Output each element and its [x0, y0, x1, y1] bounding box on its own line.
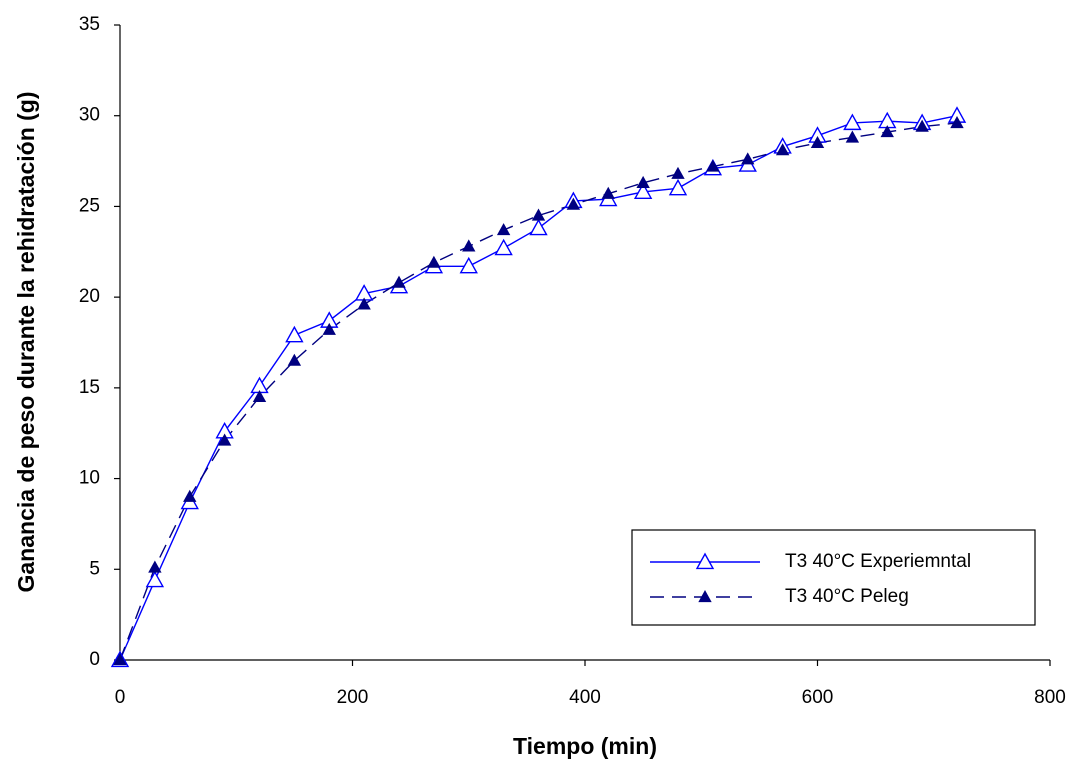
marker — [673, 168, 684, 178]
legend-box — [632, 530, 1035, 625]
legend-label: T3 40°C Peleg — [785, 586, 909, 607]
marker — [847, 132, 858, 142]
x-tick-label: 600 — [802, 687, 834, 708]
x-tick-label: 400 — [569, 687, 601, 708]
y-tick-label: 15 — [79, 377, 100, 398]
marker — [286, 327, 302, 341]
marker — [496, 240, 512, 254]
chart: Tiempo (min) Ganancia de peso durante la… — [0, 0, 1075, 767]
y-tick-label: 30 — [79, 105, 100, 126]
marker — [184, 491, 195, 501]
x-tick-label: 200 — [337, 687, 369, 708]
marker — [461, 258, 477, 272]
marker — [149, 562, 160, 572]
marker — [670, 180, 686, 194]
y-tick-label: 25 — [79, 195, 100, 216]
marker — [394, 277, 405, 287]
y-tick-label: 20 — [79, 286, 100, 307]
y-tick-label: 0 — [89, 649, 100, 670]
marker — [742, 154, 753, 164]
marker — [147, 572, 163, 586]
marker — [498, 225, 509, 235]
x-tick-label: 800 — [1034, 687, 1066, 708]
y-tick-label: 10 — [79, 468, 100, 489]
x-tick-label: 0 — [115, 687, 126, 708]
x-axis-title: Tiempo (min) — [513, 733, 657, 759]
y-axis-title: Ganancia de peso durante la rehidratació… — [13, 91, 39, 592]
marker — [463, 241, 474, 251]
marker — [428, 257, 439, 267]
y-tick-label: 35 — [79, 14, 100, 35]
legend-label: T3 40°C Experiemntal — [785, 551, 971, 572]
y-tick-label: 5 — [89, 558, 100, 579]
marker — [531, 220, 547, 234]
